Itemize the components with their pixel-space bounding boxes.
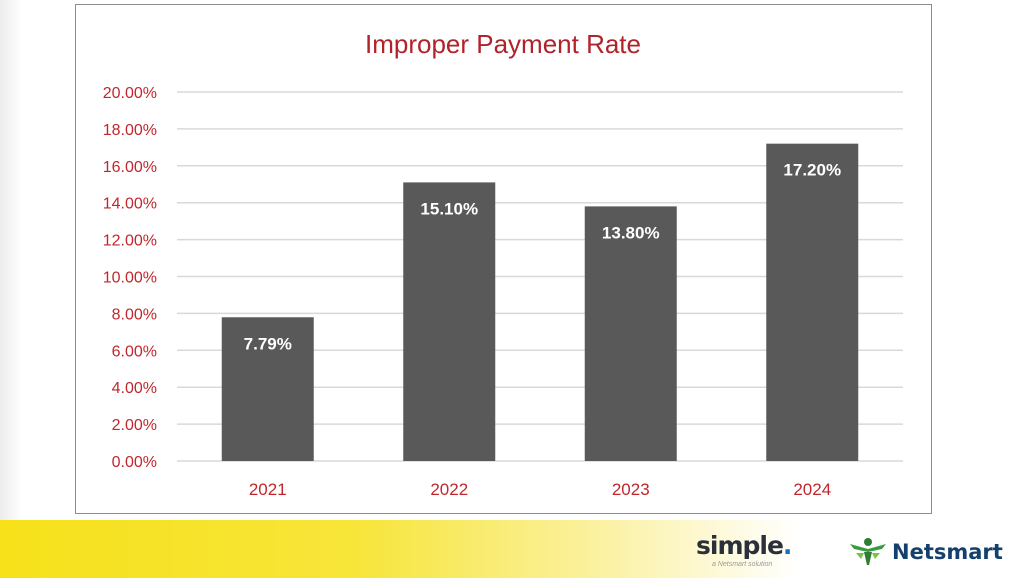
y-tick-label: 18.00%: [103, 122, 157, 139]
chart-title: Improper Payment Rate: [365, 29, 641, 59]
y-tick-label: 12.00%: [103, 233, 157, 250]
bars: [221, 143, 859, 461]
y-axis-ticks: 0.00% 2.00% 4.00% 6.00% 8.00% 10.00% 12.00% 14.…: [103, 85, 157, 471]
left-edge-shade: [0, 0, 22, 520]
x-tick-label: 2022: [430, 480, 468, 499]
data-label-2023: 13.80%: [602, 223, 660, 242]
netsmart-figure-icon: [850, 538, 886, 565]
simple-logo-dot: .: [782, 531, 792, 560]
y-tick-label: 0.00%: [112, 454, 157, 471]
simple-logo: simple. a Netsmart solution: [696, 532, 806, 576]
footer-band: [0, 520, 1024, 578]
data-label-2021: 7.79%: [244, 334, 292, 353]
data-label-2024: 17.20%: [783, 161, 841, 180]
y-tick-label: 2.00%: [112, 417, 157, 434]
bar-2024: [766, 143, 859, 461]
x-tick-label: 2021: [249, 480, 287, 499]
chart-frame: Improper Payment Rate 0.00% 2.00% 4.00% 6.0…: [75, 4, 932, 514]
x-tick-label: 2023: [612, 480, 650, 499]
y-tick-label: 6.00%: [112, 343, 157, 360]
y-tick-label: 14.00%: [103, 196, 157, 213]
bar-2021: [221, 317, 314, 461]
y-tick-label: 4.00%: [112, 380, 157, 397]
data-labels: 7.79% 15.10% 13.80% 17.20%: [244, 161, 841, 354]
bar-2023: [584, 206, 677, 461]
x-axis-ticks: 2021 2022 2023 2024: [249, 480, 831, 499]
bar-chart: Improper Payment Rate 0.00% 2.00% 4.00% 6.0…: [103, 29, 903, 499]
data-label-2022: 15.10%: [420, 199, 478, 218]
netsmart-logo-word: Netsmart: [892, 540, 1003, 564]
netsmart-logo: Netsmart: [848, 536, 1024, 568]
y-tick-label: 16.00%: [103, 159, 157, 176]
simple-logo-word: simple: [696, 531, 784, 560]
y-tick-label: 8.00%: [112, 306, 157, 323]
simple-logo-tagline: a Netsmart solution: [712, 561, 773, 568]
y-tick-label: 10.00%: [103, 270, 157, 287]
y-tick-label: 20.00%: [103, 85, 157, 102]
bar-2022: [403, 182, 496, 461]
x-tick-label: 2024: [793, 480, 831, 499]
